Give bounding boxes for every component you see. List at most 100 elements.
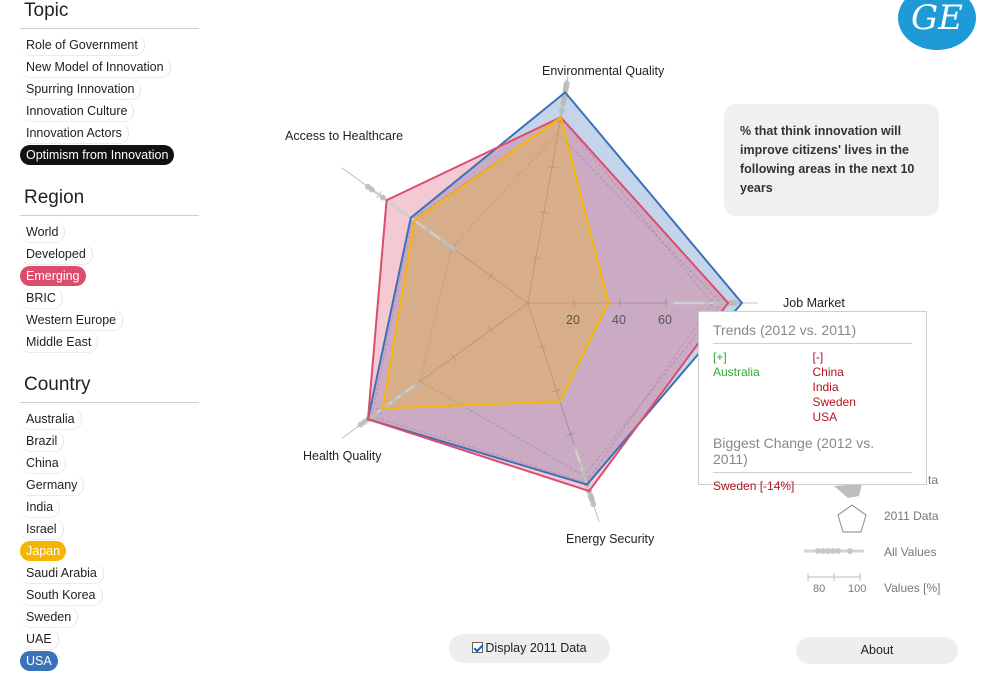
legend-label-2011-data: 2011 Data [884,509,939,523]
all-values-dot [590,501,597,508]
country-item-brazil[interactable]: Brazil [20,431,65,452]
radar-ring-label: 60 [658,313,672,327]
display-2011-toggle[interactable]: Display 2011 Data [449,634,610,663]
radar-axis-tick [552,388,561,393]
country-item-sweden[interactable]: Sweden [20,607,79,628]
radar-axis-tick [539,211,548,214]
country-item-usa[interactable]: USA [20,651,58,671]
region-item-middle-east[interactable]: Middle East [20,332,99,353]
info-box: % that think innovation will improve cit… [724,104,939,216]
ge-logo-text: GE [911,0,963,38]
region-item-emerging[interactable]: Emerging [20,266,86,286]
trends-tooltip: Trends (2012 vs. 2011) [+] Australia [-]… [698,311,927,493]
country-item-india[interactable]: India [20,497,61,518]
all-values-dot [581,474,588,481]
all-values-dot [577,461,584,468]
all-values-dot [732,300,738,306]
radar-2011-polygon [419,132,722,477]
legend-label-partial: ta [928,473,939,487]
radar-ring-label: 20 [566,313,580,327]
legend-tick-80: 80 [813,583,826,595]
radar-axis-tick [488,272,494,280]
trends-title: Trends (2012 vs. 2011) [713,322,912,344]
display-2011-label: Display 2011 Data [485,641,587,655]
trends-minus-item: India [812,380,839,394]
all-values-dot [379,194,386,201]
radar-axis-tick [450,353,457,361]
trends-minus-item: Sweden [812,395,856,409]
topic-item-spurring-innovation[interactable]: Spurring Innovation [20,79,142,100]
all-values-dot [704,300,711,306]
country-item-israel[interactable]: Israel [20,519,64,540]
topic-item-optimism-from-innovation[interactable]: Optimism from Innovation [20,145,175,165]
about-button[interactable]: About [796,637,958,664]
region-item-developed[interactable]: Developed [20,244,93,265]
trends-columns: [+] Australia [-] China India Sweden USA [713,350,912,425]
radar-axis-label: Health Quality [303,449,382,463]
radar-axis-label: Environmental Quality [542,64,665,78]
trends-minus-item: USA [812,410,838,424]
all-values-dot [413,381,420,388]
all-values-dot [563,80,570,87]
all-values-dot [444,241,451,248]
radar-series-fill [382,117,609,409]
country-title: Country [24,374,91,395]
country-item-china[interactable]: China [20,453,66,474]
topic-title: Topic [24,0,69,21]
legend-scale-icon [807,573,861,581]
legend-2012-swatch [834,484,862,498]
topic-item-new-model-of-innovation[interactable]: New Model of Innovation [20,57,171,78]
trends-plus-header: [+] [713,350,727,364]
topic-divider [20,28,199,29]
radar-axis-tick [531,256,540,259]
biggest-change-value: Sweden [-14%] [713,479,795,493]
country-item-japan[interactable]: Japan [20,541,67,561]
legend-label-values: Values [%] [884,581,941,595]
country-item-australia[interactable]: Australia [20,409,82,430]
all-values-dot [571,444,578,451]
radar-axis-label: Energy Security [566,532,655,546]
all-values-dot [439,237,446,244]
biggest-change-title: Biggest Change (2012 vs. 2011) [713,435,912,473]
radar-series-outline [381,115,610,410]
region-divider [20,215,199,216]
radar-axis-tick [488,326,494,334]
radar-outline-series [366,90,744,493]
trends-plus-column: [+] Australia [713,350,813,425]
radar-axis-label: Job Market [783,296,845,310]
trends-minus-column: [-] China India Sweden USA [813,350,913,425]
radar-series-outline [366,90,744,486]
all-values-dot [400,390,407,397]
legend-2011-pentagon-icon [837,504,867,533]
region-item-bric[interactable]: BRIC [20,288,63,309]
all-values-dot [558,107,565,114]
country-item-south-korea[interactable]: South Korea [20,585,103,606]
radar-fill-series [367,92,742,492]
info-box-text: % that think innovation will improve cit… [740,124,915,195]
radar-ring-label: 40 [612,313,626,327]
radar-series-fill [367,92,742,485]
topic-item-innovation-actors[interactable]: Innovation Actors [20,123,129,144]
all-values-dot [357,421,364,428]
legend-label-all-values: All Values [884,545,937,559]
topic-item-role-of-government[interactable]: Role of Government [20,35,145,56]
all-values-dot [391,397,398,404]
legend-all-values-icon [804,548,864,554]
all-values-dot [450,245,457,252]
country-item-uae[interactable]: UAE [20,629,59,650]
ge-logo[interactable]: GE [898,0,976,50]
display-2011-checkbox[interactable] [472,642,484,653]
country-item-saudi-arabia[interactable]: Saudi Arabia [20,563,104,584]
all-values-dot [424,226,431,233]
topic-item-innovation-culture[interactable]: Innovation Culture [20,101,135,122]
region-item-western-europe[interactable]: Western Europe [20,310,124,331]
region-item-world[interactable]: World [20,222,66,243]
radar-series-fill [367,117,729,492]
country-item-germany[interactable]: Germany [20,475,85,496]
radar-labels: Environmental Quality Job Market Energy Se… [285,64,845,546]
all-values-dot [667,300,674,306]
radar-axis-line [527,76,569,304]
radar-axis-tick [538,345,547,349]
trends-minus-header: [-] [812,350,824,364]
